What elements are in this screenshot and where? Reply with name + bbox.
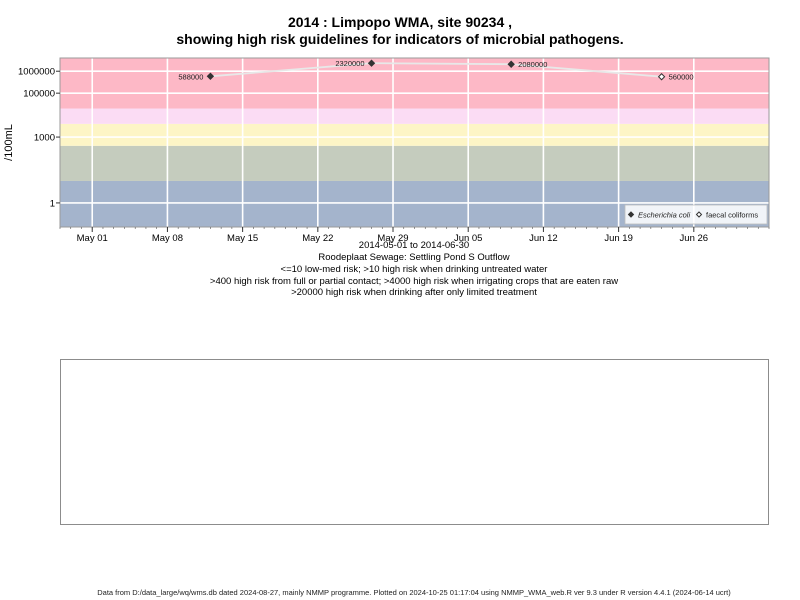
x-tick-label-9: Jun 26: [680, 233, 709, 244]
data-label-1-2: 2320000: [335, 59, 364, 68]
legend: Escherichia coli faecal coliforms: [624, 204, 768, 225]
data-label-1-1: 588000: [178, 72, 203, 81]
risk-band-2: [60, 145, 769, 181]
y-tick-label-3: 100000: [23, 89, 55, 100]
legend-marker-2: [695, 211, 703, 218]
site-name-caption: Roodeplaat Sewage: Settling Pond S Outfl…: [318, 252, 510, 263]
date-range-caption: 2014-05-01 to 2014-06-30: [358, 240, 470, 251]
guideline-caption-1: <=10 low-med risk; >10 high risk when dr…: [280, 264, 548, 275]
y-tick-label-1: 1: [50, 198, 55, 209]
x-tick-label-2: May 08: [152, 233, 183, 244]
legend-marker-1: [627, 211, 635, 218]
legend-label-2: faecal coliforms: [706, 211, 758, 220]
data-label-2-1: 560000: [669, 73, 694, 82]
x-tick-label-5: May 29: [377, 233, 408, 244]
series-connector: [210, 62, 662, 78]
footer-note: Data from D:/data_large/wq/wms.db dated …: [97, 588, 731, 597]
guideline-caption-2: >400 high risk from full or partial cont…: [209, 276, 619, 287]
data-point-1-1: [206, 72, 215, 80]
risk-bands: [60, 58, 769, 227]
data-label-1-3: 2080000: [518, 60, 547, 69]
y-tick-label-2: 1000: [34, 133, 55, 144]
guideline-caption-3: >20000 high risk when drinking after onl…: [291, 287, 537, 298]
risk-band-4: [60, 108, 769, 124]
y-axis-title: /100mL: [3, 124, 15, 161]
x-tick-label-4: May 22: [302, 233, 333, 244]
data-point-1-3: [507, 60, 515, 68]
data-points: [206, 59, 666, 81]
risk-band-5: [60, 58, 769, 109]
axes: 1 1000 100000 1000000/100mL May 01 May 08 May …: [3, 57, 770, 244]
risk-band-3: [60, 123, 769, 146]
y-tick-label-4: 1000000: [18, 67, 55, 78]
data-point-2-1: [657, 73, 666, 81]
empty-plot-panel: [60, 359, 769, 525]
x-tick-label-8: Jun 19: [604, 233, 633, 244]
legend-label-1: Escherichia coli: [638, 211, 690, 220]
chart-title-line-1: 2014 : Limpopo WMA, site 90234 ,: [287, 14, 513, 30]
x-tick-label-6: Jun 05: [454, 233, 483, 244]
x-tick-label-1: May 01: [77, 233, 108, 244]
series-connectors: [210, 62, 662, 78]
data-labels: 588000 2320000 2080000 560000: [178, 59, 693, 82]
x-tick-label-3: May 15: [227, 233, 258, 244]
x-tick-label-7: Jun 12: [529, 233, 558, 244]
gridlines: [60, 58, 769, 227]
chart-title-line-2: showing high risk guidelines for indicat…: [176, 31, 624, 47]
data-point-1-2: [367, 59, 376, 67]
